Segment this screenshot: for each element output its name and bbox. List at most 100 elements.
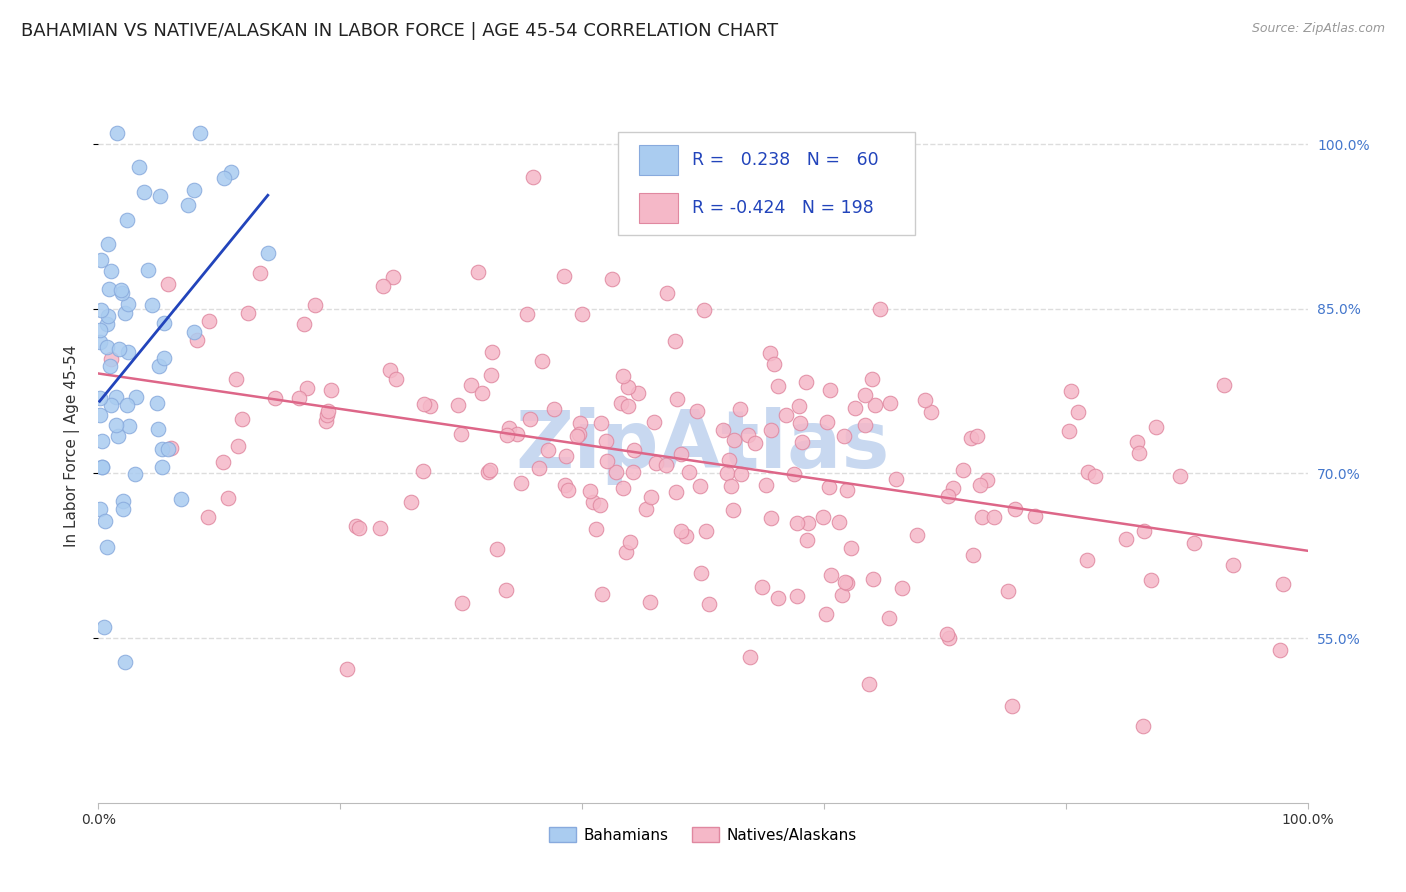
Y-axis label: In Labor Force | Age 45-54: In Labor Force | Age 45-54 (65, 345, 80, 547)
Point (115, 213, 138, 227)
Point (288, 391, 311, 405)
Point (170, 491, 193, 506)
Point (537, 442, 560, 457)
Point (1144, 419, 1167, 434)
Point (976, 473, 998, 487)
Point (730, 401, 752, 416)
Point (160, 441, 183, 455)
Point (211, 454, 233, 468)
Point (794, 376, 817, 390)
Point (385, 372, 408, 386)
Point (197, 510, 219, 524)
Point (585, 522, 607, 536)
Point (623, 443, 645, 458)
Point (596, 454, 619, 468)
Point (844, 401, 866, 416)
FancyBboxPatch shape (638, 193, 678, 223)
Point (675, 529, 697, 543)
Point (858, 676, 880, 690)
Point (1004, 502, 1026, 516)
Point (1024, 508, 1046, 523)
Point (634, 502, 657, 516)
Point (1270, 642, 1292, 657)
Point (498, 421, 520, 435)
Point (879, 395, 901, 409)
Point (891, 582, 914, 596)
Point (319, 384, 342, 398)
Point (105, 126, 128, 140)
Point (813, 509, 835, 524)
Point (100, 398, 122, 412)
Point (378, 363, 401, 377)
Point (614, 545, 637, 559)
Point (952, 463, 974, 477)
Point (621, 465, 644, 479)
Point (815, 415, 838, 429)
Point (336, 662, 359, 676)
Point (744, 436, 766, 450)
Point (666, 392, 689, 407)
Point (716, 467, 738, 481)
Point (619, 535, 641, 549)
Point (89, 323, 111, 337)
Point (697, 597, 720, 611)
Point (942, 481, 965, 495)
Point (510, 476, 533, 491)
Point (1077, 466, 1099, 480)
Text: BAHAMIAN VS NATIVE/ALASKAN IN LABOR FORCE | AGE 45-54 CORRELATION CHART: BAHAMIAN VS NATIVE/ALASKAN IN LABOR FORC… (21, 22, 778, 40)
Point (783, 467, 806, 482)
Point (834, 574, 856, 589)
Point (90, 303, 112, 318)
Point (766, 591, 789, 606)
Point (318, 403, 340, 417)
Point (1115, 533, 1137, 547)
Point (786, 516, 808, 530)
FancyBboxPatch shape (619, 132, 915, 235)
Point (100, 351, 122, 366)
Point (1140, 573, 1163, 587)
Point (236, 306, 259, 320)
Point (94, 514, 117, 528)
Point (177, 198, 200, 212)
Point (96, 317, 118, 331)
Point (1125, 434, 1147, 449)
Point (107, 429, 129, 443)
Point (188, 126, 211, 140)
Point (90, 253, 112, 268)
Point (737, 428, 759, 442)
Point (226, 438, 249, 452)
Point (481, 345, 503, 359)
Point (678, 465, 700, 479)
Point (401, 495, 423, 509)
Point (789, 399, 811, 413)
Point (789, 416, 811, 430)
Point (759, 345, 782, 359)
Text: ZipAtlas: ZipAtlas (516, 407, 890, 485)
Point (610, 396, 633, 410)
Point (627, 385, 650, 400)
Point (720, 479, 742, 493)
Point (884, 472, 907, 486)
Point (125, 391, 148, 405)
Point (132, 185, 155, 199)
Point (231, 412, 253, 426)
Point (640, 490, 662, 504)
Point (212, 170, 235, 185)
Point (638, 595, 661, 609)
Point (869, 302, 891, 317)
Point (914, 393, 936, 408)
Point (124, 467, 146, 481)
Point (148, 359, 170, 373)
Point (263, 391, 285, 405)
Point (818, 383, 841, 397)
Point (759, 424, 782, 438)
Point (761, 511, 783, 525)
Point (371, 278, 394, 293)
Point (786, 590, 808, 604)
Point (451, 596, 474, 610)
Point (863, 398, 886, 412)
Point (1057, 425, 1080, 439)
Point (152, 351, 174, 366)
Point (295, 381, 318, 395)
Point (938, 631, 960, 645)
